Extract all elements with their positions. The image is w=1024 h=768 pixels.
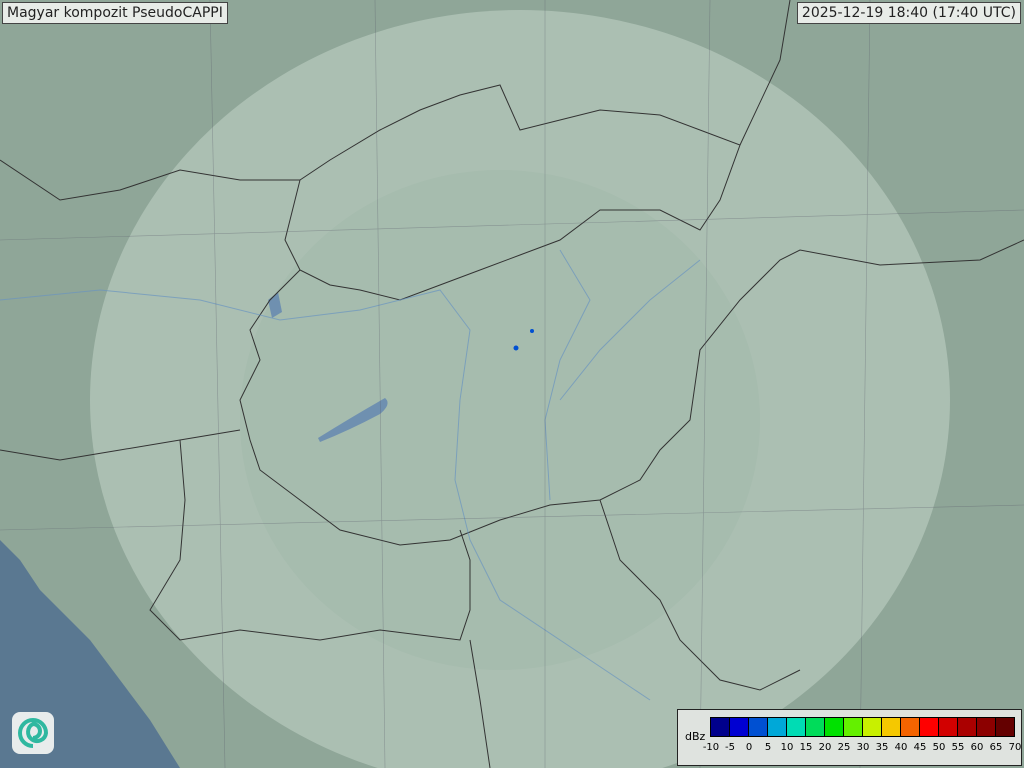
legend-swatch <box>977 718 996 736</box>
legend-tick-label: 5 <box>764 742 772 753</box>
legend-tick-label: 70 <box>1008 742 1022 753</box>
legend-tick-label: 25 <box>837 742 851 753</box>
legend-swatch <box>806 718 825 736</box>
legend-ticks: -10 -5 0 5 10 15 20 25 30 35 40 45 50 55 60 65 70 <box>700 742 1024 758</box>
radar-echo <box>530 329 534 333</box>
legend-swatch <box>844 718 863 736</box>
legend-tick-label: -10 <box>702 742 720 753</box>
legend-tick-label: -5 <box>725 742 735 753</box>
legend-swatch <box>749 718 768 736</box>
legend-swatch <box>711 718 730 736</box>
legend-swatch <box>882 718 901 736</box>
legend-tick-label: 15 <box>799 742 813 753</box>
legend-color-bar <box>710 717 1015 737</box>
legend-tick-label: 65 <box>989 742 1003 753</box>
legend-unit: dBz <box>685 730 706 743</box>
legend-tick-label: 30 <box>856 742 870 753</box>
legend-swatch <box>958 718 977 736</box>
rivers <box>0 249 701 701</box>
legend-tick-label: 60 <box>970 742 984 753</box>
legend-tick-label: 50 <box>932 742 946 753</box>
legend-tick-label: 45 <box>913 742 927 753</box>
dbz-color-legend: dBz -10 -5 0 5 10 15 20 25 30 35 40 45 50 55 60 65 70 <box>677 709 1022 766</box>
legend-swatch <box>787 718 806 736</box>
radar-inner-coverage <box>240 170 760 670</box>
legend-swatch <box>901 718 920 736</box>
product-title: Magyar kompozit PseudoCAPPI <box>2 2 228 24</box>
radar-coverage-area <box>90 10 950 768</box>
legend-tick-label: 10 <box>780 742 794 753</box>
legend-tick-label: 0 <box>745 742 753 753</box>
lake-balaton <box>318 398 388 442</box>
radar-echo <box>513 345 519 351</box>
legend-swatch <box>863 718 882 736</box>
swirl-logo-icon <box>18 718 49 748</box>
adriatic-sea <box>0 540 180 768</box>
legend-swatch <box>768 718 787 736</box>
legend-tick-label: 20 <box>818 742 832 753</box>
legend-swatch <box>920 718 939 736</box>
legend-swatch <box>996 718 1014 736</box>
legend-swatch <box>730 718 749 736</box>
legend-swatch <box>825 718 844 736</box>
legend-tick-label: 35 <box>875 742 889 753</box>
logo <box>12 712 54 754</box>
legend-tick-label: 55 <box>951 742 965 753</box>
legend-tick-label: 40 <box>894 742 908 753</box>
legend-swatch <box>939 718 958 736</box>
timestamp: 2025-12-19 18:40 (17:40 UTC) <box>796 2 1021 24</box>
